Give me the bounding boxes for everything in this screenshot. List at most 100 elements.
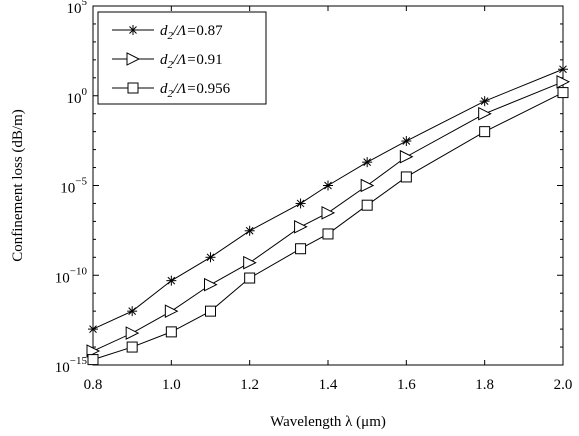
marker-shape — [205, 305, 216, 317]
marker-shape — [86, 344, 101, 358]
marker-stroke — [324, 181, 332, 190]
data-point-series-3 — [244, 272, 256, 284]
x-tick-label: 0.8 — [84, 377, 103, 393]
data-point-series-3 — [87, 354, 99, 366]
data-point-series-2 — [164, 304, 179, 318]
data-point-series-3 — [295, 243, 307, 255]
legend-marker — [128, 25, 138, 35]
marker-stroke — [128, 307, 137, 316]
legend-label-value: 0.87 — [196, 23, 223, 39]
y-tick-label-exponent: 5 — [82, 0, 88, 8]
data-point-series-3 — [557, 87, 569, 99]
y-tick-label-base: 10 — [55, 360, 70, 376]
y-tick-label-exponent: −15 — [70, 355, 88, 367]
y-tick-label-base: 10 — [67, 91, 82, 107]
y-axis-label: Confinement loss (dB/m) — [10, 109, 26, 262]
data-point-series-1 — [323, 180, 333, 191]
marker-shape — [294, 219, 308, 234]
marker-shape — [165, 326, 177, 338]
y-tick-label-base: 10 — [55, 270, 70, 286]
marker-shape — [557, 87, 569, 99]
y-tick-label-exponent: −5 — [75, 176, 87, 188]
data-point-series-3 — [322, 228, 334, 240]
legend-label: d2/Λ=0.87 — [160, 23, 223, 42]
marker-shape — [204, 277, 218, 292]
data-point-series-1 — [558, 64, 568, 75]
marker-stroke — [167, 276, 176, 285]
marker-shape — [125, 326, 140, 340]
marker-shape — [126, 341, 138, 353]
y-tick-label-base: 10 — [60, 181, 75, 197]
x-tick-label: 2.0 — [554, 377, 573, 393]
x-tick-label: 1.4 — [319, 377, 338, 393]
marker-shape — [479, 126, 491, 138]
legend-label: d2/Λ=0.956 — [160, 81, 231, 100]
data-point-series-2 — [399, 149, 414, 164]
data-point-series-3 — [479, 126, 491, 138]
marker-shape — [126, 52, 141, 66]
marker-shape — [360, 178, 375, 193]
y-tick-label-exponent: 0 — [82, 86, 88, 98]
marker-shape — [295, 243, 307, 255]
y-tick-label-exponent: −10 — [70, 265, 88, 277]
marker-shape — [556, 74, 571, 89]
marker-stroke — [559, 65, 567, 74]
data-point-series-2 — [556, 74, 571, 89]
legend-label-value: 0.91 — [196, 52, 222, 68]
legend-label-var: d — [160, 81, 168, 97]
data-point-series-2 — [86, 344, 101, 358]
y-tick-label: 105 — [67, 0, 88, 17]
data-point-series-1 — [479, 96, 490, 107]
marker-shape — [399, 149, 414, 164]
data-point-series-1 — [362, 157, 373, 168]
marker-stroke — [363, 158, 372, 167]
data-point-series-3 — [205, 305, 216, 317]
marker-stroke — [245, 226, 254, 235]
x-tick-label: 1.6 — [397, 377, 416, 393]
legend-label-ratio: /Λ= — [172, 81, 196, 97]
data-point-series-2 — [204, 277, 218, 292]
y-tick-label: 10−15 — [55, 355, 88, 376]
marker-shape — [243, 255, 257, 270]
data-point-series-1 — [166, 275, 177, 286]
legend-label-var: d — [160, 52, 168, 68]
marker-stroke — [296, 199, 305, 208]
data-point-series-2 — [243, 255, 257, 270]
marker-shape — [164, 304, 179, 318]
x-axis-label: Wavelength λ (μm) — [270, 414, 386, 430]
data-point-series-1 — [295, 198, 306, 209]
legend-label-value: 0.956 — [196, 81, 230, 97]
data-point-series-2 — [478, 106, 492, 121]
marker-shape — [322, 228, 334, 240]
data-point-series-3 — [165, 326, 177, 338]
marker-shape — [400, 171, 412, 183]
legend-label-subscript: 2 — [168, 59, 174, 71]
marker-stroke — [129, 26, 137, 34]
data-point-series-2 — [125, 326, 140, 340]
legend-label-var: d — [160, 23, 168, 39]
data-point-series-2 — [294, 219, 308, 234]
x-tick-label: 1.2 — [240, 377, 259, 393]
legend-label: d2/Λ=0.91 — [160, 52, 223, 71]
y-tick-label: 10−10 — [55, 265, 88, 286]
marker-stroke — [206, 253, 215, 262]
x-tick-label: 1.8 — [475, 377, 494, 393]
marker-shape — [361, 199, 373, 211]
data-point-series-1 — [244, 225, 255, 236]
legend-marker — [126, 52, 141, 66]
marker-shape — [478, 106, 492, 121]
data-point-series-1 — [127, 306, 138, 317]
legend-label-ratio: /Λ= — [172, 52, 196, 68]
data-point-series-2 — [321, 206, 336, 220]
marker-shape — [127, 82, 139, 94]
data-point-series-3 — [361, 199, 373, 211]
marker-shape — [87, 354, 99, 366]
data-point-series-1 — [205, 252, 216, 263]
x-tick-label: 1.0 — [162, 377, 181, 393]
data-point-series-1 — [401, 136, 412, 147]
legend-marker — [127, 82, 139, 94]
legend-label-subscript: 2 — [168, 88, 174, 100]
